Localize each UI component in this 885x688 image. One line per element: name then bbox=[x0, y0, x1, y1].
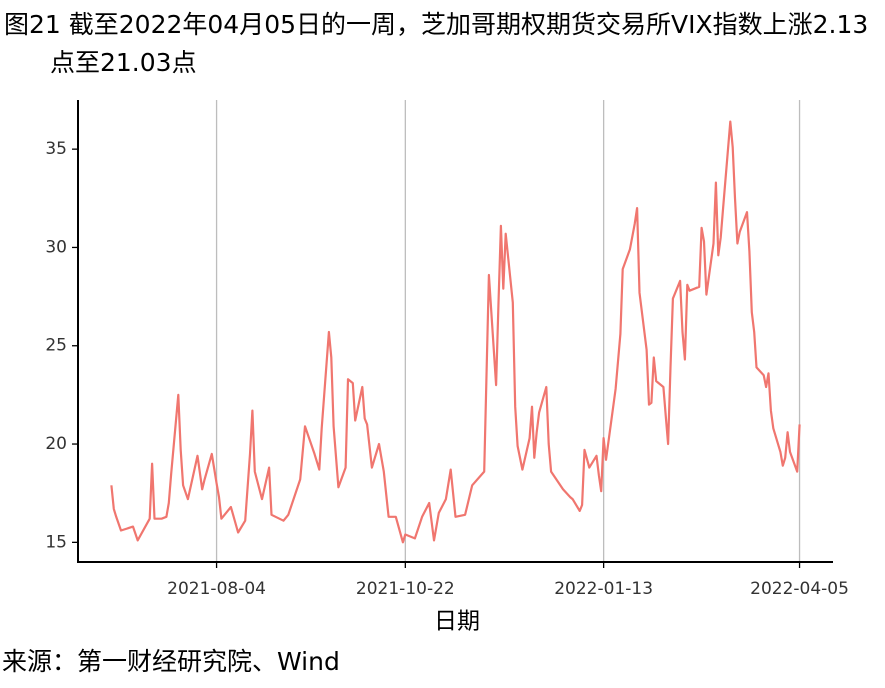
y-tick-label: 25 bbox=[45, 336, 67, 356]
x-tick-label: 2022-01-13 bbox=[554, 579, 653, 599]
y-tick-label: 20 bbox=[45, 434, 67, 454]
y-tick-label: 15 bbox=[45, 532, 67, 552]
x-axis-label: 日期 bbox=[434, 609, 480, 635]
x-tick-label: 2021-08-04 bbox=[167, 579, 266, 599]
y-tick-label: 35 bbox=[45, 139, 67, 159]
source-note: 来源：第一财经研究院、Wind bbox=[2, 647, 340, 676]
y-tick-label: 30 bbox=[45, 237, 67, 257]
line-series bbox=[110, 120, 801, 544]
x-tick-label: 2021-10-22 bbox=[356, 579, 455, 599]
chart-title: 图21 截至2022年04月05日的一周，芝加哥期权期货交易所VIX指数上涨2.… bbox=[4, 10, 869, 77]
chart: 日期 2021-08-04 2021-10-22 2022-01-13 2022-04… bbox=[45, 100, 849, 635]
x-tick-label: 2022-04-05 bbox=[750, 579, 849, 599]
